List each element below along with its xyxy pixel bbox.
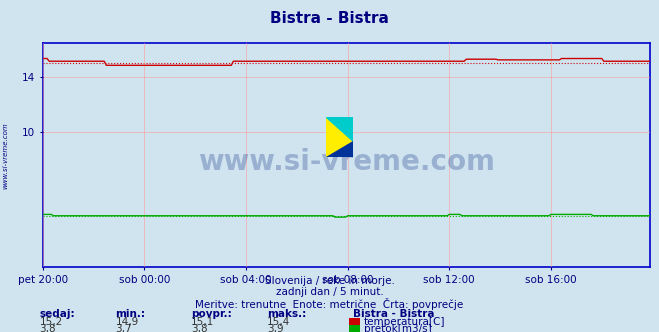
Text: temperatura[C]: temperatura[C]	[364, 317, 445, 327]
Text: sedaj:: sedaj:	[40, 309, 75, 319]
Text: zadnji dan / 5 minut.: zadnji dan / 5 minut.	[275, 287, 384, 297]
Text: Meritve: trenutne  Enote: metrične  Črta: povprečje: Meritve: trenutne Enote: metrične Črta: …	[195, 298, 464, 310]
Text: Slovenija / reke in morje.: Slovenija / reke in morje.	[264, 276, 395, 286]
Text: www.si-vreme.com: www.si-vreme.com	[198, 148, 495, 176]
Text: 15,2: 15,2	[40, 317, 63, 327]
Text: www.si-vreme.com: www.si-vreme.com	[2, 123, 9, 190]
Text: 3,8: 3,8	[191, 324, 208, 332]
Text: maks.:: maks.:	[267, 309, 306, 319]
Text: 15,1: 15,1	[191, 317, 214, 327]
Text: Bistra - Bistra: Bistra - Bistra	[270, 11, 389, 26]
Text: 3,7: 3,7	[115, 324, 132, 332]
Text: povpr.:: povpr.:	[191, 309, 232, 319]
Text: pretok[m3/s]: pretok[m3/s]	[364, 324, 432, 332]
Text: 15,4: 15,4	[267, 317, 290, 327]
Text: Bistra - Bistra: Bistra - Bistra	[353, 309, 434, 319]
Text: 14,9: 14,9	[115, 317, 138, 327]
Text: 3,9: 3,9	[267, 324, 283, 332]
Text: min.:: min.:	[115, 309, 146, 319]
Text: 3,8: 3,8	[40, 324, 56, 332]
